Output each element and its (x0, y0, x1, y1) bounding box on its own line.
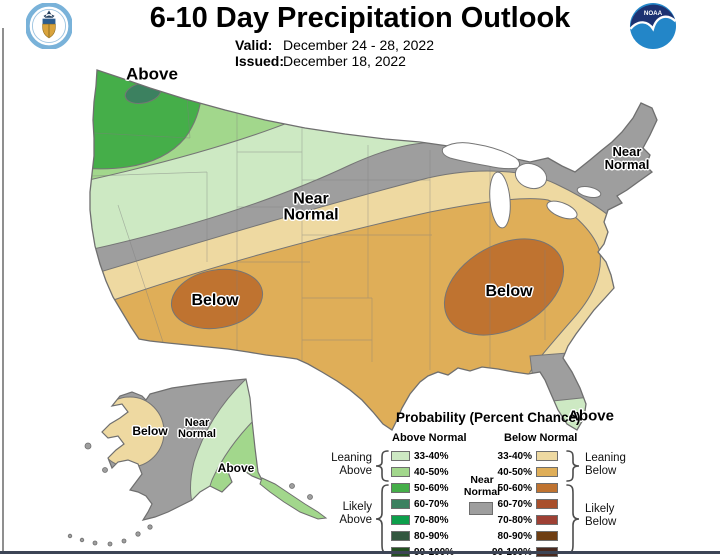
map-label-florida-above: Above (568, 407, 614, 425)
legend-row: 80-90% (391, 528, 458, 544)
legend-row: 50-60% (476, 480, 558, 496)
legend-near-normal-label: Near Normal (463, 474, 501, 499)
legend-swatch-below-50-60 (536, 483, 558, 493)
noaa-logo-text: NOAA (644, 10, 663, 17)
map-label-alaska-above: Above (217, 460, 255, 475)
issued-label: Issued: (235, 53, 285, 70)
legend-row: 70-80% (391, 512, 458, 528)
legend: Probability (Percent Chance) Above Norma… (318, 405, 720, 560)
region-likely-below-southwest (170, 268, 264, 330)
valid-label: Valid: (235, 37, 273, 53)
brace-leaning-above (375, 450, 389, 482)
legend-row: 80-90% (476, 528, 558, 544)
legend-above-header: Above Normal (392, 432, 467, 444)
aleutian-islands (67, 442, 313, 547)
map-label-northeast-near-normal: Near Normal (604, 143, 650, 172)
legend-swatch-above-80-90 (391, 531, 410, 541)
legend-range-label: 60-70% (497, 498, 532, 510)
legend-group-leaning-below: Leaning Below (585, 452, 626, 477)
legend-group-leaning-above: Leaning Above (331, 452, 372, 477)
map-label-central-near-normal: Near Normal (283, 190, 339, 224)
legend-range-label: 70-80% (497, 514, 532, 526)
conus-coastline (89, 69, 658, 431)
legend-range-label: 33-40% (497, 450, 532, 462)
legend-range-label: 70-80% (414, 514, 449, 526)
lake-huron (514, 162, 548, 190)
legend-range-label: 50-60% (414, 482, 449, 494)
legend-row: 40-50% (476, 464, 558, 480)
map-label-alaska-near-normal: Near Normal (178, 416, 216, 440)
legend-swatch-below-70-80 (536, 515, 558, 525)
seal-eagle-icon (43, 10, 55, 18)
legend-row: 40-50% (391, 464, 458, 480)
legend-swatch-above-40-50 (391, 467, 410, 477)
alaska-panhandle (259, 477, 328, 520)
legend-range-label: 50-60% (497, 482, 532, 494)
legend-title: Probability (Percent Chance) (396, 410, 581, 425)
legend-swatch-above-33-40 (391, 451, 410, 461)
legend-swatch-above-50-60 (391, 483, 410, 493)
legend-swatch-above-60-70 (391, 499, 410, 509)
legend-row: 33-40% (476, 448, 558, 464)
region-likely-below-tennessee (443, 238, 565, 336)
date-block: Valid: December 24 - 28, 2022 Issued: De… (235, 37, 434, 69)
noaa-seagull-icon (629, 15, 677, 32)
legend-row: 60-70% (391, 496, 458, 512)
map-label-tennessee-below: Below (485, 282, 533, 300)
lake-ontario (576, 186, 602, 198)
lake-michigan (489, 171, 511, 229)
legend-swatch-below-40-50 (536, 467, 558, 477)
noaa-logo-top (630, 4, 676, 29)
valid-value: December 24 - 28, 2022 (283, 37, 434, 53)
map-label-pnw-above: Above (126, 64, 178, 84)
great-lakes (441, 142, 602, 229)
legend-range-label: 80-90% (497, 530, 532, 542)
legend-range-label: 60-70% (414, 498, 449, 510)
legend-row: 70-80% (476, 512, 558, 528)
frame-bottom-border (0, 551, 720, 554)
legend-group-likely-above: Likely Above (339, 501, 372, 526)
legend-swatch-near-normal (469, 502, 493, 515)
legend-row: 50-60% (391, 480, 458, 496)
legend-range-label: 33-40% (414, 450, 449, 462)
legend-swatch-below-33-40 (536, 451, 558, 461)
legend-range-label: 80-90% (414, 530, 449, 542)
alaska-coastline (101, 378, 264, 521)
frame-left-border (2, 28, 4, 552)
brace-leaning-below (566, 450, 580, 482)
legend-swatch-above-70-80 (391, 515, 410, 525)
legend-below-header: Below Normal (504, 432, 578, 444)
legend-row: 60-70% (476, 496, 558, 512)
legend-range-label: 40-50% (414, 466, 449, 478)
noaa-logo: NOAA (629, 2, 677, 50)
commerce-seal-logo (26, 3, 72, 49)
legend-group-likely-below: Likely Below (585, 503, 617, 528)
map-label-southwest-below: Below (191, 291, 239, 309)
issued-value: December 18, 2022 (283, 53, 406, 70)
page-title: 6-10 Day Precipitation Outlook (149, 2, 571, 34)
legend-range-label: 40-50% (497, 466, 532, 478)
legend-swatch-below-60-70 (536, 499, 558, 509)
legend-row: 33-40% (391, 448, 458, 464)
state-borders (91, 96, 546, 370)
issued-line: Issued: December 18, 2022 (235, 53, 434, 69)
seal-shield-chief (42, 18, 56, 25)
legend-above-rows: 33-40% 40-50% 50-60% 60-70% 70-80% 80-90… (391, 448, 458, 560)
brace-likely-below (566, 484, 580, 554)
map-label-alaska-below: Below (132, 423, 168, 438)
brace-likely-above (375, 484, 389, 554)
region-near-normal-north-florida (529, 349, 606, 405)
lake-erie (546, 200, 578, 220)
valid-line: Valid: December 24 - 28, 2022 (235, 37, 434, 53)
legend-swatch-below-80-90 (536, 531, 558, 541)
